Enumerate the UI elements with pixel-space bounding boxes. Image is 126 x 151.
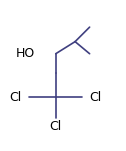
Text: HO: HO (16, 47, 35, 60)
Text: Cl: Cl (50, 120, 62, 133)
Text: Cl: Cl (90, 91, 102, 104)
Text: Cl: Cl (10, 91, 22, 104)
